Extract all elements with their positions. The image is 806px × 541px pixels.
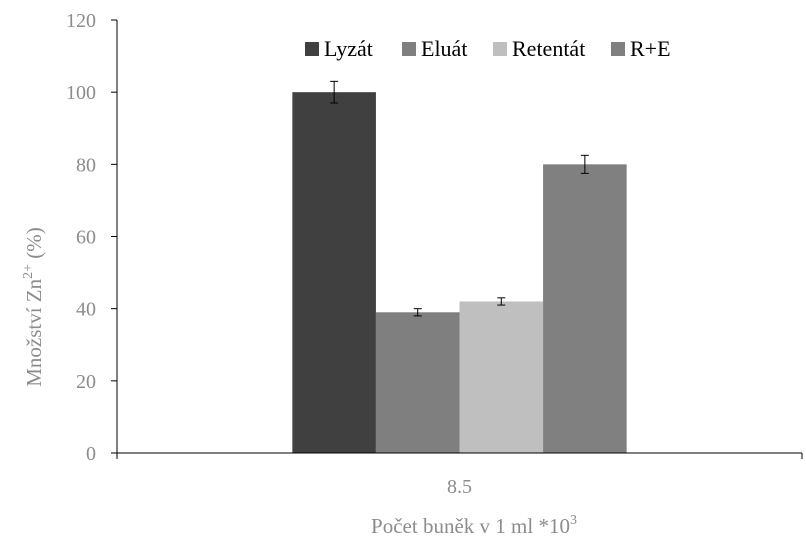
bar-r-e <box>543 164 627 454</box>
axes <box>116 20 802 454</box>
legend-swatch <box>611 42 625 56</box>
legend-label: Eluát <box>421 36 467 61</box>
legend-swatch <box>305 42 319 56</box>
legend-label: Lyzát <box>324 36 373 61</box>
bar-retent-t <box>459 301 544 453</box>
y-tick-label: 100 <box>66 82 96 104</box>
legend-label: Retentát <box>512 36 585 61</box>
y-tick-label: 40 <box>76 299 96 321</box>
error-bar <box>330 80 339 104</box>
y-tick-label: 20 <box>76 371 96 393</box>
legend: Lyzát Eluát Retentát R+E <box>305 36 671 61</box>
legend-item: Retentát <box>493 36 585 61</box>
bar-elu-t <box>375 312 460 453</box>
x-axis-title: Počet buněk v 1 ml *103 <box>371 513 577 538</box>
error-bar <box>413 308 422 317</box>
x-axis-ticks: 8.5 <box>116 453 803 498</box>
x-tick-label: 8.5 <box>447 476 472 498</box>
legend-item: Eluát <box>402 36 467 61</box>
legend-swatch <box>493 42 507 56</box>
error-bar <box>497 297 506 306</box>
legend-label: R+E <box>630 36 671 61</box>
legend-swatch <box>402 42 416 56</box>
y-tick-label: 0 <box>86 443 96 465</box>
bar-lyz-t <box>292 92 376 454</box>
legend-item: R+E <box>611 36 671 61</box>
error-bars <box>330 80 589 317</box>
y-tick-label: 120 <box>66 10 96 32</box>
bars <box>292 92 627 454</box>
y-tick-label: 60 <box>76 227 96 249</box>
y-axis-ticks: 0 20 40 60 80 100 120 <box>66 10 117 465</box>
error-bar <box>580 154 589 174</box>
y-axis-title: Množství Zn2+ (%) <box>21 227 46 387</box>
legend-item: Lyzát <box>305 36 373 61</box>
y-tick-label: 80 <box>76 154 96 176</box>
